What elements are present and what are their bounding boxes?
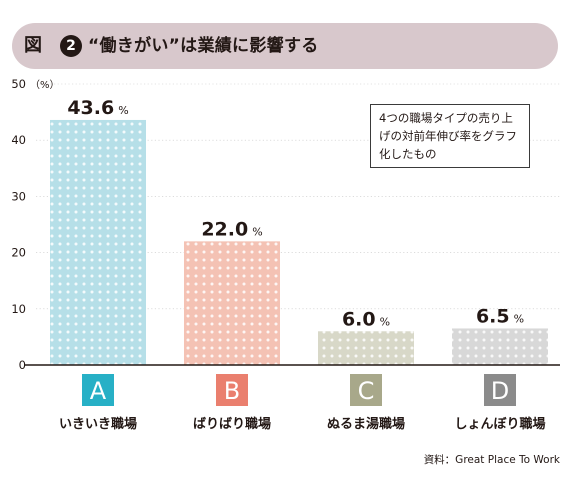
value-label-b: 22.0%	[201, 218, 262, 240]
figure-label: 図	[24, 35, 43, 56]
bar-c	[318, 331, 414, 365]
category-name-a: いきいき職場	[59, 416, 137, 432]
bar-a	[50, 119, 146, 365]
note-box: 4つの職場タイプの売り上げの対前年伸び率をグラフ化したもの	[370, 104, 530, 168]
category-letter-a: A	[90, 377, 107, 405]
y-tick-label: 30	[11, 189, 26, 203]
chart-title: “働きがい”は業績に影響する	[88, 36, 319, 56]
y-tick-label: 10	[11, 302, 26, 316]
category-name-b: ばりばり職場	[193, 416, 271, 432]
category-letter-c: C	[358, 377, 375, 405]
category-name-c: ぬるま湯職場	[327, 416, 405, 432]
y-tick-label: 20	[11, 246, 26, 260]
figure-number: 2	[60, 35, 82, 57]
value-label-a: 43.6%	[67, 97, 128, 119]
value-label-d: 6.5%	[476, 305, 524, 327]
category-letter-b: B	[224, 377, 240, 405]
y-axis-unit: （%）	[30, 79, 60, 91]
y-tick-label: 50	[11, 77, 26, 91]
value-label-c: 6.0%	[342, 308, 390, 330]
category-letter-d: D	[491, 377, 509, 405]
category-badge-c	[350, 374, 382, 406]
category-name-d: しょんぼり職場	[454, 416, 545, 432]
category-badge-d	[484, 374, 516, 406]
y-tick-label: 0	[19, 358, 26, 372]
bar-d	[452, 328, 548, 365]
category-badge-a	[82, 374, 114, 406]
source-credit: 資料：Great Place To Work	[423, 454, 560, 466]
y-tick-label: 40	[11, 133, 26, 147]
category-badge-b	[216, 374, 248, 406]
title-bar	[12, 23, 558, 69]
bar-b	[184, 241, 280, 365]
